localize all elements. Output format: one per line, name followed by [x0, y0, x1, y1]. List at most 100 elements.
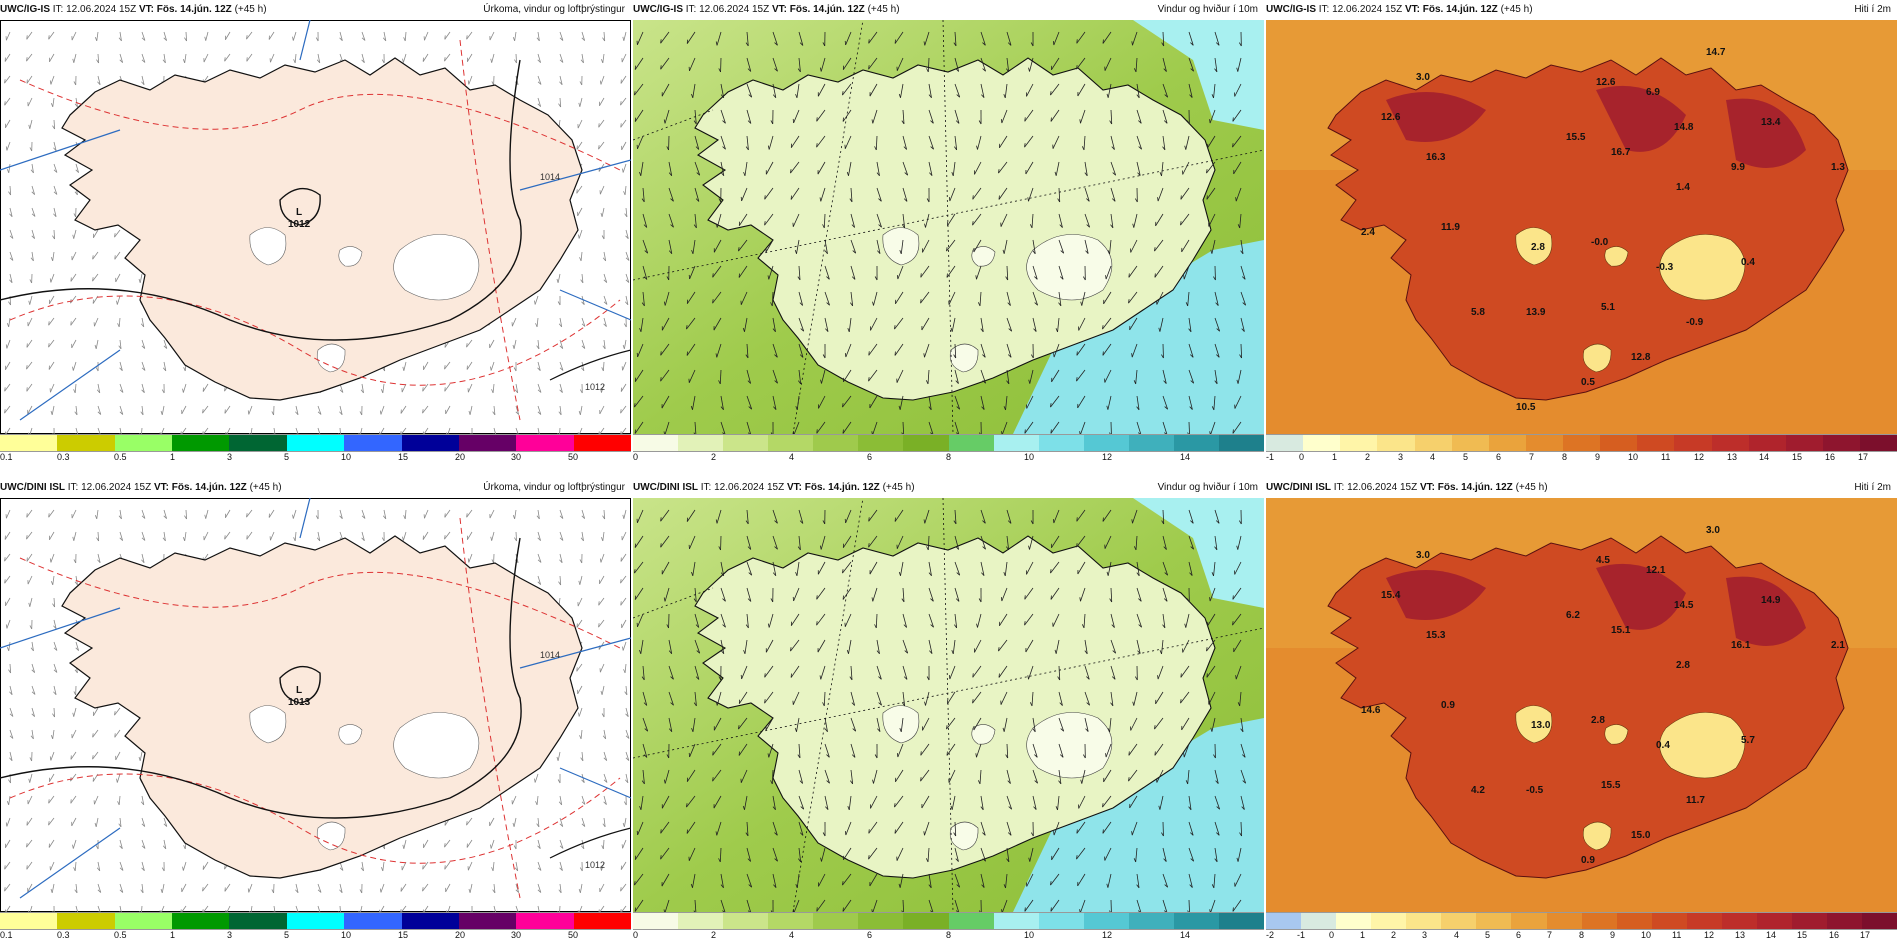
- wind-arrow: [48, 795, 55, 804]
- wind-arrow: [668, 717, 673, 732]
- wind-arrow: [1077, 561, 1086, 575]
- wind-arrow-head: [660, 855, 662, 860]
- wind-arrow-head: [798, 380, 801, 385]
- wind-arrow-head: [1024, 595, 1026, 600]
- wind-arrow: [5, 839, 11, 848]
- wind-arrow: [1162, 57, 1167, 72]
- wind-arrow: [400, 883, 407, 892]
- wind-arrow: [772, 395, 777, 410]
- glacier: [971, 724, 996, 745]
- wind-arrow-head: [666, 146, 669, 151]
- wind-arrow-head: [1164, 884, 1168, 888]
- color-scale-tick: 12: [1694, 452, 1705, 462]
- wind-arrow: [119, 53, 124, 63]
- wind-arrow: [1058, 665, 1061, 681]
- wind-arrow: [141, 905, 143, 912]
- wind-arrow: [339, 427, 341, 434]
- temperature-value: 2.8: [1531, 242, 1545, 253]
- wind-arrow-head: [1159, 172, 1162, 177]
- wind-arrow: [119, 31, 122, 41]
- wind-arrow: [928, 109, 934, 124]
- wind-arrow: [1128, 291, 1138, 304]
- panel-vt-value: Fös. 14.jún. 12Z: [789, 4, 865, 15]
- wind-arrow: [796, 395, 800, 410]
- wind-arrow-head: [980, 328, 984, 333]
- wind-arrow: [53, 163, 58, 173]
- wind-arrow-head: [1007, 302, 1011, 306]
- wind-arrow: [114, 707, 121, 716]
- wind-arrow: [1078, 795, 1086, 809]
- wind-arrow-head: [556, 756, 559, 761]
- wind-arrow-head: [202, 431, 204, 434]
- wind-arrow-head: [718, 676, 722, 681]
- wind-arrow: [1110, 665, 1116, 680]
- wind-arrow: [816, 587, 826, 600]
- wind-arrow: [790, 639, 800, 652]
- wind-arrow: [634, 899, 644, 912]
- wind-arrow: [1188, 847, 1195, 862]
- wind-arrow-head: [1029, 224, 1033, 229]
- wind-arrow: [1154, 743, 1164, 756]
- color-scale-segment: [1674, 435, 1712, 451]
- wind-arrow: [515, 883, 520, 893]
- wind-arrow: [445, 883, 451, 893]
- wind-arrow-head: [30, 169, 34, 174]
- temperature-isoline: [459, 517, 521, 899]
- wind-arrow-head: [1057, 198, 1061, 203]
- temperature-value: 12.6: [1381, 112, 1401, 123]
- wind-arrow: [383, 31, 387, 41]
- wind-arrow-head: [9, 735, 14, 739]
- wind-arrow-head: [9, 691, 13, 696]
- color-scale-segment: [1083, 435, 1129, 451]
- wind-arrow: [603, 751, 608, 761]
- wind-arrow: [73, 229, 77, 239]
- temperature-isoline: [459, 39, 521, 421]
- color-scale-segment: [1377, 435, 1415, 451]
- wind-arrow: [668, 239, 673, 254]
- wind-arrow-head: [52, 125, 55, 130]
- wind-arrow-head: [119, 367, 123, 371]
- wind-arrow: [119, 817, 122, 827]
- wind-arrow: [790, 613, 800, 626]
- wind-arrow: [818, 873, 826, 887]
- wind-arrow: [1102, 821, 1112, 834]
- wind-arrow: [580, 729, 583, 739]
- wind-arrow-head: [1239, 832, 1242, 837]
- wind-arrow: [694, 613, 700, 628]
- wind-arrow: [816, 613, 826, 626]
- wind-arrow: [872, 109, 878, 124]
- wind-arrow: [1210, 421, 1216, 434]
- wind-arrow-head: [4, 387, 6, 392]
- wind-arrow-head: [876, 172, 880, 177]
- wind-arrow: [559, 53, 564, 63]
- color-scale-segment: [114, 435, 173, 451]
- wind-arrow-head: [1189, 884, 1193, 888]
- wind-arrow: [1006, 847, 1010, 862]
- wind-arrow-head: [930, 432, 933, 434]
- wind-arrow-head: [953, 354, 957, 359]
- wind-arrow-head: [624, 779, 629, 784]
- temperature-value: 13.0: [1531, 720, 1551, 731]
- panel-model: UWC/DINI ISL: [1266, 482, 1331, 493]
- wind-arrow: [712, 265, 722, 278]
- wind-arrow-head: [559, 845, 564, 849]
- wind-arrow: [163, 53, 166, 63]
- wind-arrow: [688, 847, 696, 861]
- wind-arrow: [6, 619, 11, 629]
- wind-arrow: [1107, 83, 1112, 98]
- wind-arrow: [1026, 561, 1034, 575]
- wind-arrow-head: [1164, 94, 1168, 98]
- wind-arrow-head: [1180, 221, 1182, 226]
- wind-arrow-head: [141, 59, 146, 63]
- wind-arrow-head: [795, 93, 798, 98]
- wind-arrow: [1032, 291, 1038, 306]
- wind-arrow-head: [512, 344, 515, 349]
- wind-arrow-head: [770, 120, 774, 125]
- wind-arrow: [798, 369, 802, 384]
- wind-arrow: [1110, 691, 1114, 706]
- wind-arrow: [894, 343, 904, 356]
- color-scale-segment: [948, 435, 994, 451]
- wind-arrow: [798, 847, 802, 862]
- wind-arrow: [716, 509, 722, 524]
- wind-arrow: [1156, 769, 1164, 783]
